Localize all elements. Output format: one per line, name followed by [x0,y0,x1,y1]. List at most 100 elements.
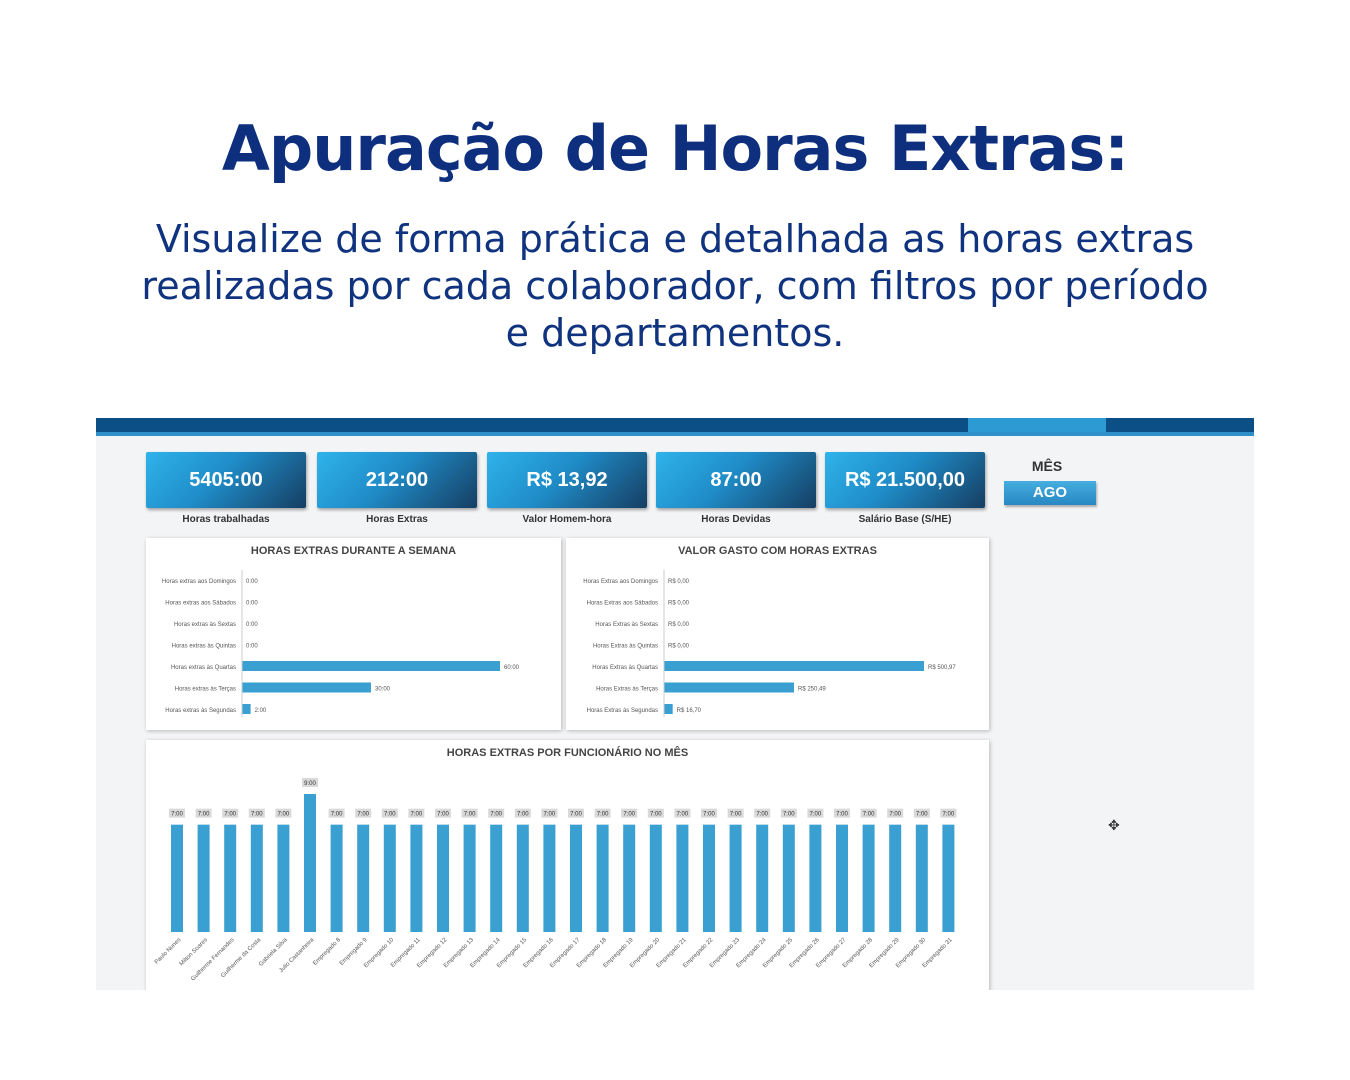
value-label: R$ 0,00 [668,622,690,628]
kpi-horas-devidas: 87:00 Horas Devidas [656,452,816,525]
bar [357,824,370,932]
dashboard-top-bar [96,418,1254,432]
data-label-bg [461,808,478,818]
chart-title: HORAS EXTRAS POR FUNCIONÁRIO NO MÊS [446,747,689,759]
bar [516,824,529,932]
value-label: 60:00 [504,665,520,671]
data-label-bg [488,808,505,818]
data-label-bg [940,808,957,818]
bar [782,824,795,932]
category-label: Horas Extras às Terças [596,687,658,693]
hero-subtitle: Visualize de forma prática e detalhada a… [141,217,1209,355]
kpi-label: Horas Extras [366,514,428,525]
bar [915,824,928,932]
data-label-bg [647,808,664,818]
bar [623,824,636,932]
bar [383,824,396,932]
kpi-valor-homem-hora: R$ 13,92 Valor Homem-hora [487,452,647,525]
data-label-bg [913,808,930,818]
overtime-cost-panel: VALOR GASTO COM HORAS EXTRAS Horas Extra… [566,538,989,730]
bar [664,661,924,671]
data-label: 7:00 [251,812,263,818]
data-label: 7:00 [730,812,742,818]
category-label: Horas Extras aos Domingos [583,579,658,585]
month-filter-button[interactable]: AGO [1004,481,1096,505]
data-label: 7:00 [464,812,476,818]
category-label: Horas extras às Terças [175,687,236,693]
kpi-label: Valor Homem-hora [522,514,612,525]
data-label-bg [195,808,212,818]
data-label-bg [381,808,398,818]
data-label-bg [807,808,824,818]
value-label: R$ 500,97 [928,665,956,671]
data-label-bg [780,808,797,818]
value-label: R$ 0,00 [668,579,690,585]
bar [490,824,503,932]
data-label: 7:00 [677,812,689,818]
chart-title: HORAS EXTRAS DURANTE A SEMANA [250,545,457,557]
bar [250,824,263,932]
data-label-bg [834,808,850,818]
data-label: 9:00 [304,781,316,787]
category-label: Paulo Nunes [154,937,183,966]
bar [664,682,795,693]
data-label: 7:00 [490,812,502,818]
category-label: Horas extras às Sextas [174,622,236,628]
data-label: 7:00 [836,812,848,818]
data-label: 7:00 [623,812,635,818]
bar [862,824,875,932]
category-label: Horas extras às Segundas [165,708,236,714]
kpi-salario-base: R$ 21.500,00 Salário Base (S/HE) [825,452,985,525]
data-label: 7:00 [863,812,875,818]
data-label: 7:00 [703,812,715,818]
category-label: Horas Extras às Segundas [587,708,658,714]
bar [224,824,237,932]
data-label: 7:00 [384,812,396,818]
data-label-bg [754,808,771,818]
bar [410,824,423,932]
weekly-overtime-chart: Horas extras aos Domingos 0:00 Horas extra… [162,570,520,717]
data-label-bg [887,808,904,818]
kpi-value: 5405:00 [146,452,306,508]
bar [242,682,371,693]
value-label: 30:00 [375,687,391,693]
value-label: 0:00 [246,644,258,650]
category-label: Horas Extras aos Sábados [587,601,658,607]
data-label: 7:00 [889,812,901,818]
data-label: 7:00 [411,812,423,818]
value-label: 0:00 [246,579,258,585]
value-label: R$ 0,00 [668,601,690,607]
data-label-bg [860,808,877,818]
dashboard-active-tab[interactable] [968,418,1106,432]
kpi-horas-extras: 212:00 Horas Extras [317,452,477,525]
move-cursor-icon: ✥ [1108,817,1120,833]
kpi-label: Horas trabalhadas [182,514,270,525]
data-label-bg [328,808,345,818]
data-label-bg [302,778,318,787]
bar [543,824,556,932]
data-label: 7:00 [171,812,183,818]
data-label-bg [169,808,185,818]
data-label-bg [355,808,372,818]
overtime-cost-chart: Horas Extras aos Domingos R$ 0,00 Horas Ex… [583,570,956,717]
bar [242,661,500,671]
data-label-bg [275,808,292,818]
data-label: 7:00 [597,812,609,818]
data-label: 7:00 [943,812,955,818]
data-label-bg [222,808,239,818]
data-label: 7:00 [756,812,768,818]
value-label: 2:00 [255,708,267,714]
bar [463,824,476,932]
bar [304,794,316,932]
overtime-per-employee-panel: HORAS EXTRAS POR FUNCIONÁRIO NO MÊS 7:00… [146,740,989,990]
bar [676,824,689,932]
data-label-bg [701,808,717,818]
bar [889,824,902,932]
bar [171,824,183,932]
data-label-bg [621,808,638,818]
bar [197,824,210,932]
data-label-bg [541,808,558,818]
data-label: 7:00 [570,812,582,818]
data-label: 7:00 [544,812,556,818]
category-label: Horas Extras às Quartas [592,665,658,671]
